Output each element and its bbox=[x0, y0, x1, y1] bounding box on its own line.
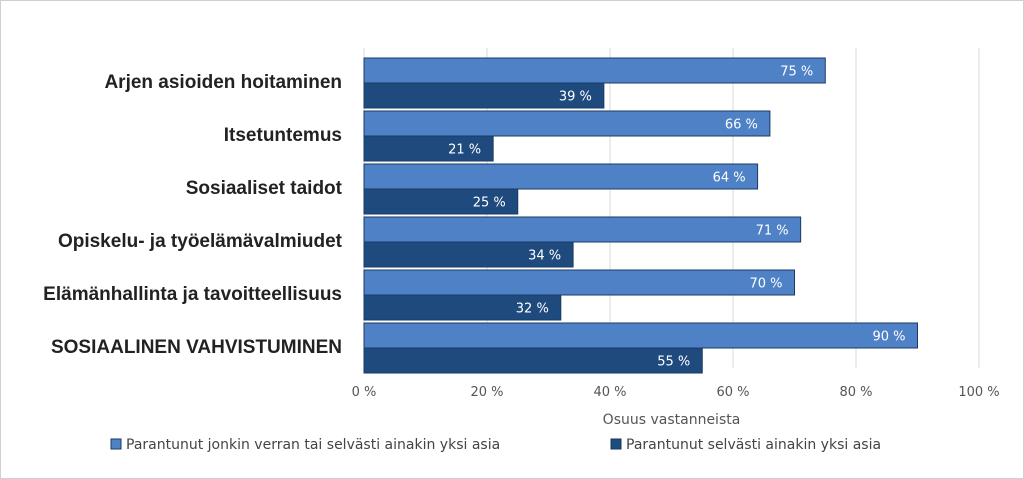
legend-label: Parantunut jonkin verran tai selvästi ai… bbox=[126, 437, 500, 453]
bar-series-1 bbox=[363, 269, 795, 296]
bar-series-1 bbox=[363, 57, 826, 84]
data-label: 71 % bbox=[756, 224, 789, 239]
bar-series-2 bbox=[363, 294, 562, 321]
legend-label: Parantunut selvästi ainakin yksi asia bbox=[626, 437, 881, 453]
data-label: 25 % bbox=[473, 196, 506, 211]
data-label: 39 % bbox=[559, 90, 592, 105]
bar-series-2 bbox=[363, 82, 605, 109]
data-label: 55 % bbox=[657, 355, 690, 370]
x-tick-label: 100 % bbox=[958, 385, 999, 400]
data-label: 75 % bbox=[780, 65, 813, 80]
data-label: 70 % bbox=[749, 277, 782, 292]
data-label: 34 % bbox=[528, 249, 561, 264]
category-label: SOSIAALINEN VAHVISTUMINEN bbox=[51, 337, 342, 358]
legend-swatch bbox=[110, 438, 122, 450]
data-label: 32 % bbox=[516, 302, 549, 317]
data-label: 64 % bbox=[713, 171, 746, 186]
category-label: Arjen asioiden hoitaminen bbox=[104, 72, 342, 93]
x-tick-label: 40 % bbox=[593, 385, 626, 400]
bar-series-1 bbox=[363, 163, 759, 190]
bar-series-2 bbox=[363, 188, 519, 215]
data-label: 66 % bbox=[725, 118, 758, 133]
bar-series-1 bbox=[363, 110, 771, 137]
x-tick-label: 20 % bbox=[470, 385, 503, 400]
category-label: Opiskelu- ja työelämävalmiudet bbox=[58, 231, 343, 252]
bar-series-2 bbox=[363, 135, 494, 162]
x-tick-label: 80 % bbox=[839, 385, 872, 400]
bar-series-1 bbox=[363, 322, 918, 349]
bar-series-2 bbox=[363, 347, 703, 374]
x-tick-label: 60 % bbox=[716, 385, 749, 400]
legend-swatch bbox=[610, 438, 622, 450]
x-tick-label: 0 % bbox=[352, 385, 377, 400]
data-label: 21 % bbox=[448, 143, 481, 158]
category-label: Itsetuntemus bbox=[224, 125, 342, 146]
bar-series-1 bbox=[363, 216, 802, 243]
x-axis-label: Osuus vastanneista bbox=[603, 412, 741, 428]
category-label: Elämänhallinta ja tavoitteellisuus bbox=[43, 284, 342, 305]
category-label: Sosiaaliset taidot bbox=[186, 178, 343, 199]
data-label: 90 % bbox=[872, 330, 905, 345]
bar-series-2 bbox=[363, 241, 574, 268]
